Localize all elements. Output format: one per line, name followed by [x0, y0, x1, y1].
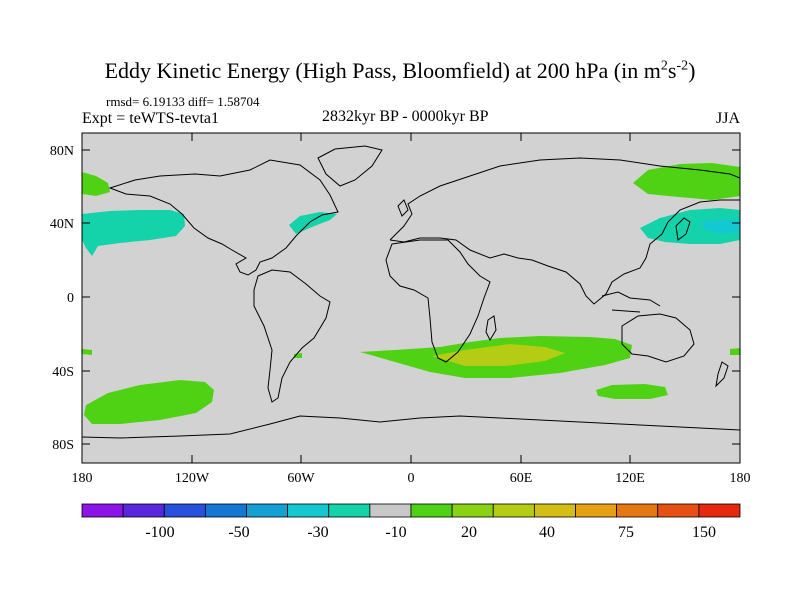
anomaly-positive-small-east	[730, 348, 740, 355]
colorbar-box	[246, 503, 289, 518]
lat-label: 80N	[50, 144, 74, 159]
colorbar-label: -10	[385, 524, 406, 541]
title-close: )	[688, 58, 696, 83]
colorbar-box	[698, 503, 741, 518]
colorbar-box	[287, 503, 330, 518]
colorbar-box	[410, 503, 453, 518]
lat-label: 0	[67, 291, 74, 306]
coast-indonesia	[601, 291, 661, 313]
anomaly-fields	[82, 163, 740, 424]
colorbar-box	[533, 503, 576, 518]
season-label: JJA	[716, 110, 741, 127]
title-text: Eddy Kinetic Energy (High Pass, Bloomfie…	[104, 58, 661, 83]
anomaly-positive-australia-south	[596, 384, 668, 399]
title-unit-s: s	[667, 58, 677, 83]
colorbar-box	[616, 503, 659, 518]
lon-label: 180	[72, 471, 93, 486]
colorbar-box	[575, 503, 618, 518]
coast-british-isles	[397, 199, 409, 217]
colorbar-label: 75	[618, 524, 634, 541]
coast-south-america	[253, 269, 331, 403]
coast-japan	[675, 217, 691, 241]
colorbar-box	[204, 503, 247, 518]
colorbar-label: 40	[539, 524, 555, 541]
anomaly-negative-core-japan	[700, 219, 740, 234]
title-exponent-2: -2	[676, 58, 689, 74]
colorbar-labels: -100 -50 -30 -10 20 40 75 150	[145, 524, 716, 541]
colorbar-box	[369, 503, 412, 518]
coast-new-zealand	[715, 361, 729, 388]
coast-africa	[385, 239, 491, 363]
period-label: 2832kyr BP - 0000kyr BP	[322, 108, 489, 125]
colorbar-label: -50	[228, 524, 249, 541]
anomaly-positive-peak-indian	[432, 344, 565, 366]
lon-label: 120E	[615, 471, 645, 486]
lon-label: 60W	[287, 471, 315, 486]
coastlines	[82, 145, 740, 439]
lat-label: 40N	[50, 217, 74, 232]
colorbar-label: -30	[307, 524, 328, 541]
lon-label: 120W	[175, 471, 210, 486]
plot-title: Eddy Kinetic Energy (High Pass, Bloomfie…	[0, 58, 800, 84]
coast-europe-asia	[389, 157, 740, 305]
axis-ticks	[81, 133, 741, 463]
lon-label: 60E	[510, 471, 533, 486]
coast-australia	[621, 313, 695, 363]
colorbar	[81, 503, 741, 518]
lat-label: 80S	[52, 438, 74, 453]
coast-greenland	[317, 145, 383, 187]
colorbar-label: -100	[145, 524, 174, 541]
coast-north-america	[108, 159, 339, 276]
colorbar-label: 20	[461, 524, 477, 541]
coast-madagascar	[485, 315, 497, 342]
lon-labels: 180 120W 60W 0 60E 120E 180	[72, 471, 751, 486]
anomaly-negative-north-pacific	[82, 210, 185, 256]
lon-label: 180	[730, 471, 751, 486]
colorbar-box	[657, 503, 700, 518]
colorbar-box	[122, 503, 165, 518]
anomaly-negative-japan	[640, 208, 740, 244]
lat-labels: 80N 40N 0 40S 80S	[50, 144, 74, 453]
lon-label: 0	[408, 471, 415, 486]
experiment-label: Expt = teWTS-tevta1	[82, 110, 219, 127]
anomaly-positive-south-pacific	[84, 380, 214, 424]
colorbar-box	[163, 503, 206, 518]
colorbar-box	[451, 503, 494, 518]
lat-label: 40S	[52, 365, 74, 380]
anomaly-negative-north-atlantic	[289, 212, 337, 234]
colorbar-box	[492, 503, 535, 518]
colorbar-label: 150	[692, 524, 716, 541]
colorbar-box	[328, 503, 371, 518]
colorbar-box	[81, 503, 124, 518]
anomaly-positive-small-west	[82, 349, 92, 355]
coast-antarctica	[82, 415, 740, 439]
stats-text: rmsd= 6.19133 diff= 1.58704	[106, 94, 260, 109]
title-exponent-1: 2	[660, 58, 668, 74]
anomaly-positive-northpacific-west	[82, 172, 110, 196]
